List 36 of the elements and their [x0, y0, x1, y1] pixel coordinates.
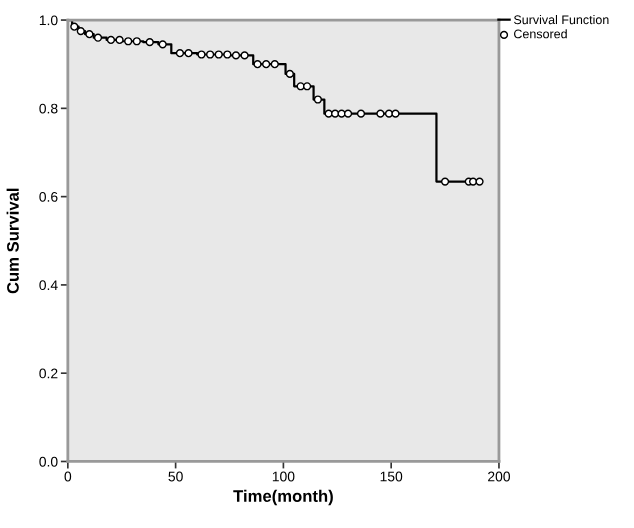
point	[303, 82, 312, 91]
point	[240, 51, 249, 60]
point	[331, 109, 340, 118]
point	[324, 109, 333, 118]
point	[85, 30, 94, 39]
point	[124, 37, 133, 46]
x-axis-title: Time(month)	[233, 489, 333, 506]
y-axis-title: Cum Survival	[6, 188, 19, 294]
point	[343, 109, 353, 118]
point	[313, 95, 322, 104]
point	[214, 50, 223, 59]
point	[262, 60, 271, 69]
point	[285, 69, 294, 79]
point	[115, 35, 124, 45]
point	[223, 50, 232, 59]
point	[384, 109, 394, 118]
point	[106, 35, 116, 45]
point	[231, 51, 241, 60]
point	[440, 177, 450, 186]
point	[376, 109, 385, 118]
point	[145, 38, 154, 47]
point	[175, 49, 185, 58]
point	[356, 109, 366, 118]
point	[158, 40, 167, 49]
point	[253, 60, 262, 69]
point	[93, 33, 103, 42]
point	[270, 60, 279, 69]
point	[184, 49, 193, 58]
point	[197, 50, 206, 59]
point	[70, 22, 79, 31]
point	[76, 27, 85, 36]
point	[206, 50, 215, 59]
point	[475, 177, 484, 186]
point	[391, 109, 400, 118]
point	[468, 177, 478, 186]
point	[132, 37, 141, 46]
